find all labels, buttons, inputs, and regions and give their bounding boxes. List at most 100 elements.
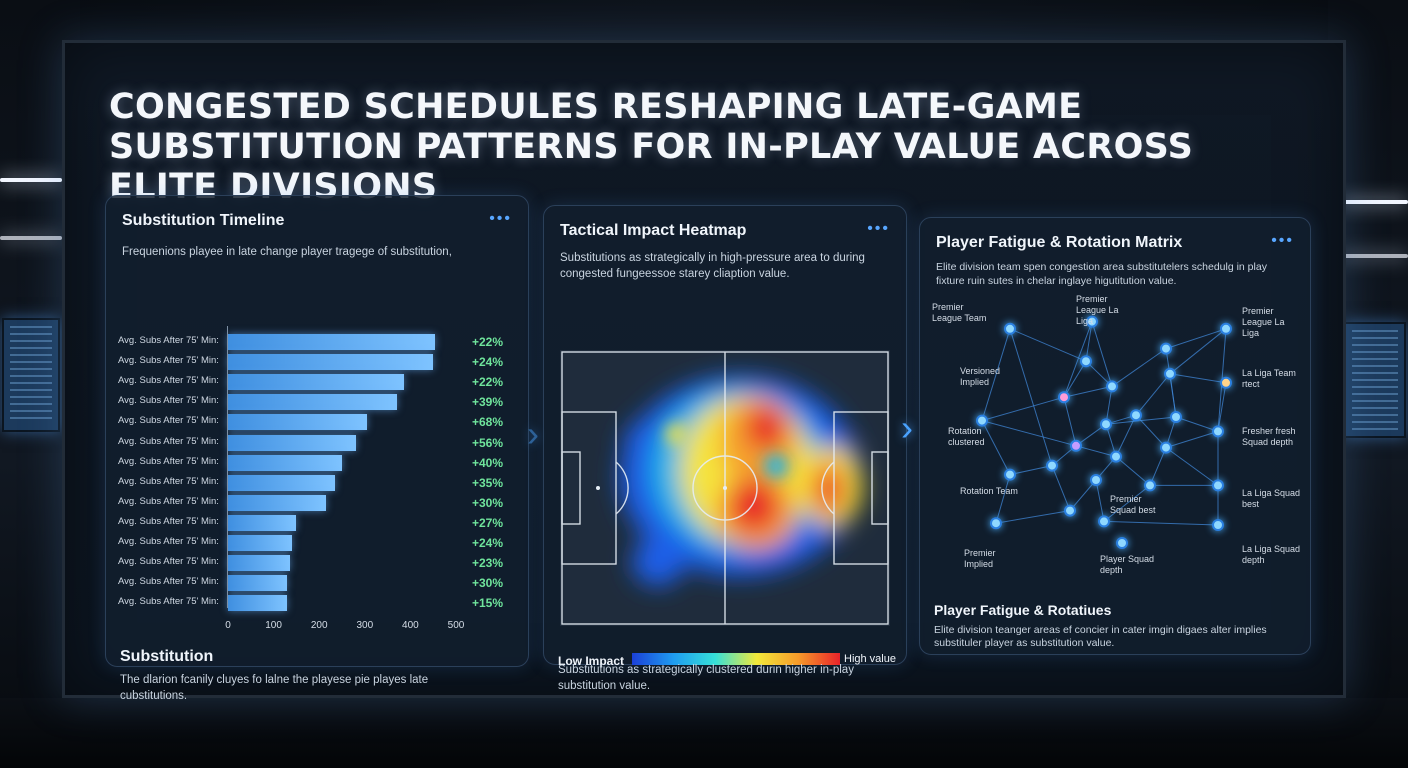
bar[interactable] (228, 334, 436, 350)
network-node[interactable] (1086, 315, 1098, 328)
network-node[interactable] (1100, 418, 1112, 431)
network-edge (1063, 385, 1113, 398)
network-edge (1169, 328, 1227, 375)
legend-gradient (632, 653, 840, 665)
network-node-label: La Liga Squad best (1242, 488, 1301, 509)
network-node-label: Versioned Implied (960, 366, 1001, 387)
network-node[interactable] (1070, 439, 1082, 452)
network-node[interactable] (1110, 450, 1122, 463)
bar[interactable] (228, 514, 297, 531)
panel-menu-icon[interactable]: ••• (489, 210, 512, 227)
bar-delta-label: +22% (472, 375, 504, 390)
network-node[interactable] (1160, 342, 1172, 355)
bar-row: Avg. Subs After 75' Min: +30% (106, 494, 526, 511)
bar[interactable] (228, 555, 290, 572)
network-edge (981, 396, 1065, 422)
ceiling-light-left-2 (0, 236, 62, 240)
network-node[interactable] (1058, 391, 1070, 404)
network-node[interactable] (1220, 322, 1232, 335)
network-node[interactable] (1160, 441, 1172, 454)
bar[interactable] (228, 454, 342, 471)
network-node-label: Premier League La Liga (1242, 306, 1285, 338)
network-edge (1169, 373, 1227, 384)
network-node[interactable] (1164, 367, 1176, 380)
headline: CONGESTED SCHEDULES RESHAPING LATE-GAME … (109, 87, 1194, 207)
network-node[interactable] (1106, 380, 1118, 393)
network-node[interactable] (1098, 515, 1110, 528)
network-edge (1217, 382, 1227, 432)
bar[interactable] (228, 595, 288, 612)
network-edge (1105, 386, 1113, 425)
network-node[interactable] (1130, 409, 1142, 422)
bar[interactable] (228, 374, 404, 391)
bar-delta-label: +27% (472, 515, 504, 530)
network-node-label: La Liga Team rtect (1242, 368, 1296, 389)
network-edge (1135, 373, 1171, 416)
bar-category-label: Avg. Subs After 75' Min: (118, 415, 219, 427)
network-node-label: Rotation clustered (948, 426, 985, 447)
bar-category-label: Avg. Subs After 75' Min: (118, 556, 219, 568)
panel-footer-title: Substitution (120, 648, 214, 665)
network-node[interactable] (1144, 479, 1156, 492)
bar-delta-label: +24% (472, 536, 504, 550)
network-node-label: Premier League La Liga (1076, 294, 1119, 326)
network-node[interactable] (1116, 537, 1128, 549)
heatmap-panel: Tactical Impact Heatmap ••• Substitution… (543, 205, 907, 692)
bar[interactable] (228, 354, 434, 371)
network-edge (981, 420, 1077, 447)
bar-category-label: Avg. Subs After 75' Min: (118, 596, 219, 608)
network-node[interactable] (990, 517, 1002, 530)
network-edge (1135, 414, 1167, 448)
network-edge (1063, 397, 1077, 446)
network-node[interactable] (1212, 425, 1224, 438)
ceiling-light-left (0, 178, 62, 182)
network-node[interactable] (1080, 355, 1092, 368)
bar-row: Avg. Subs After 75' Min: +15% (106, 595, 526, 612)
network-node[interactable] (1170, 411, 1182, 423)
network-node[interactable] (1090, 474, 1102, 486)
legend-high-label: High value (844, 653, 896, 665)
bar-category-label: Avg. Subs After 75' Min: (118, 536, 219, 547)
network-node-label: Rotation Team (960, 486, 1018, 496)
panel-subtitle: Elite division team spen congestion area… (936, 261, 1267, 287)
bar-row: Avg. Subs After 75' Min: +24% (106, 535, 526, 551)
network-edge (1103, 520, 1219, 526)
panel-menu-icon[interactable]: ••• (867, 220, 890, 237)
network-node[interactable] (1212, 479, 1224, 492)
x-tick-label: 100 (265, 620, 282, 631)
bar-row: Avg. Subs After 75' Min: +39% (106, 394, 526, 411)
bar[interactable] (228, 434, 356, 451)
bar-delta-label: +35% (472, 475, 504, 490)
bar[interactable] (228, 535, 292, 551)
network-node[interactable] (1004, 468, 1016, 481)
bar-category-label: Avg. Subs After 75' Min: (118, 455, 219, 467)
network-edge (1009, 465, 1053, 476)
network-edge (1085, 321, 1093, 362)
network-edge (1009, 328, 1053, 466)
bar-category-label: Avg. Subs After 75' Min: (118, 576, 219, 588)
bar[interactable] (228, 494, 327, 511)
bar[interactable] (228, 474, 336, 491)
bar[interactable] (228, 414, 368, 431)
panel-menu-icon[interactable]: ••• (1271, 232, 1294, 249)
network-edge (995, 510, 1071, 524)
bar[interactable] (228, 575, 288, 592)
network-node[interactable] (1046, 459, 1058, 472)
ceiling-light-right (1340, 200, 1408, 204)
network-edge (1063, 321, 1093, 398)
side-monitor-right (1344, 322, 1406, 438)
network-node[interactable] (976, 414, 988, 427)
network-node[interactable] (1220, 376, 1232, 389)
network-edge (1111, 348, 1167, 387)
ceiling-light-right-2 (1340, 254, 1408, 258)
network-node[interactable] (1004, 322, 1016, 335)
bar-category-label: Avg. Subs After 75' Min: (118, 375, 219, 387)
bar[interactable] (228, 394, 397, 411)
network-node[interactable] (1212, 519, 1224, 531)
bar-row: Avg. Subs After 75' Min: +23% (106, 555, 526, 572)
bar-category-label: Avg. Subs After 75' Min: (118, 395, 219, 407)
network-node[interactable] (1064, 504, 1076, 517)
chevron-right-icon: › (527, 413, 539, 454)
network-node-label: La Liga Squad depth (1242, 544, 1301, 565)
bar-row: Avg. Subs After 75' Min: +40% (106, 454, 526, 471)
